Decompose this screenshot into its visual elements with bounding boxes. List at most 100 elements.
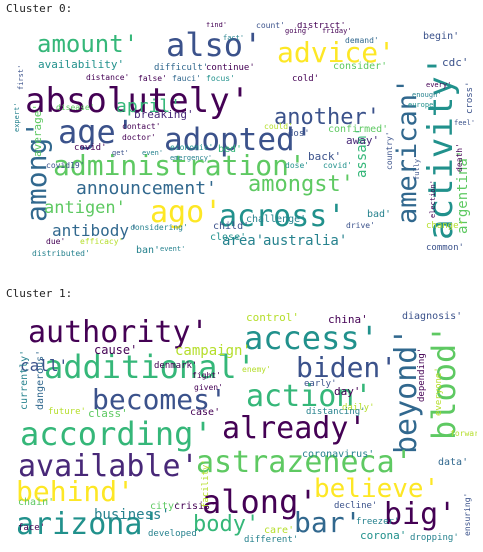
- cloud-word: behind': [16, 475, 135, 508]
- cloud-word: cold': [292, 74, 320, 84]
- cloud-word: difficult': [154, 63, 209, 73]
- cloud-word: going': [285, 27, 311, 35]
- cloud-word: cause': [94, 343, 138, 357]
- cloud-word: across': [219, 199, 346, 234]
- cloud-word: distance': [86, 73, 130, 82]
- cloud-word: access': [244, 319, 379, 357]
- cloud-word: change': [426, 221, 464, 231]
- cloud-word: fact': [223, 34, 245, 42]
- cloud-word: facility': [201, 459, 211, 508]
- cloud-word: area': [222, 233, 265, 249]
- cloud-word: covid19': [46, 161, 85, 170]
- cloud-word: administration': [53, 149, 306, 182]
- cloud-word: find': [206, 22, 228, 29]
- cloud-word: emergency': [170, 154, 213, 162]
- cloud-word: election': [429, 180, 437, 218]
- cloud-word: breaking': [134, 108, 194, 121]
- cloud-word: authority': [28, 315, 209, 350]
- cloud-word: additional': [44, 348, 256, 386]
- cloud-word: false': [138, 74, 167, 83]
- cloud-word: doctor': [122, 133, 156, 142]
- cloud-word: business': [94, 507, 170, 523]
- cloud-word: efficacy': [80, 237, 124, 246]
- cloud-word: care': [264, 525, 295, 536]
- cloud-word: already': [222, 411, 367, 446]
- cloud-word: could': [264, 122, 293, 131]
- cloud-word: district': [297, 22, 346, 31]
- cloud-word: corona': [360, 529, 407, 542]
- cloud-word: distancing': [306, 407, 366, 417]
- cloud-word: first': [17, 64, 25, 90]
- cloud-word: friday': [322, 27, 352, 35]
- cloud-word: event': [160, 245, 186, 253]
- cloud-word: challenge': [246, 214, 307, 225]
- cloud-word: body': [193, 512, 260, 537]
- cloud-word: freezer': [356, 517, 400, 527]
- cluster-1-heading: Cluster 1:: [6, 287, 73, 300]
- cloud-word: dose': [285, 161, 310, 170]
- cloud-word: ensuring': [463, 492, 472, 536]
- cloud-word: biden': [296, 351, 398, 384]
- cluster-0-heading: Cluster 0:: [6, 2, 73, 15]
- cluster-0-wordcloud: absolutely' administration' adopted' also' a…: [10, 22, 477, 258]
- cloud-word: face': [18, 523, 46, 533]
- cloud-word: also': [166, 26, 263, 64]
- cloud-word: decline': [334, 501, 378, 511]
- cloud-word: close': [210, 232, 247, 243]
- cloud-word: daily': [342, 403, 375, 413]
- cloud-word: amongst': [248, 172, 354, 197]
- cloud-word: australia': [263, 233, 348, 249]
- cloud-word: action': [246, 379, 373, 414]
- cloud-word: away': [346, 134, 380, 147]
- cloud-word: future': [48, 407, 86, 417]
- cloud-word: available': [18, 449, 199, 484]
- cloud-word: depending': [417, 347, 427, 402]
- cloud-word: child': [213, 221, 250, 232]
- cloud-word: covid': [323, 161, 352, 170]
- cloud-word: ban': [136, 245, 161, 256]
- cloud-word: big': [384, 497, 457, 532]
- cloud-word: april': [116, 96, 182, 117]
- cloud-word: city': [150, 501, 181, 512]
- cloud-word: common': [426, 243, 464, 253]
- cloud-word: dropping': [410, 533, 459, 543]
- cloud-word: astrazeneca': [196, 445, 413, 480]
- cloud-word: demand': [345, 36, 379, 45]
- cloud-word: enemy': [242, 365, 271, 374]
- cloud-word: fully': [413, 154, 421, 180]
- cloud-word: drive': [346, 221, 375, 230]
- cloud-word: expert': [13, 102, 21, 132]
- cloud-word: coronavirus': [302, 449, 375, 460]
- cloud-word: developed': [148, 529, 203, 539]
- cloud-word: fight': [192, 371, 221, 380]
- cloud-word: announcement': [76, 178, 217, 199]
- cloud-word: class': [88, 407, 128, 420]
- cloud-word: begin': [423, 31, 460, 42]
- cloud-word: ago': [150, 195, 223, 230]
- cloud-word: focus': [206, 74, 235, 83]
- cloud-word: believe': [314, 474, 440, 504]
- cloud-word: bad': [367, 209, 392, 220]
- cloud-word: american': [392, 77, 423, 224]
- cloud-word: confirmed': [328, 124, 389, 135]
- cloud-word: denmark': [154, 361, 198, 371]
- cloud-word: death': [455, 143, 464, 172]
- cloud-word: due': [46, 237, 66, 246]
- cloud-word: china': [328, 313, 368, 326]
- cloud-word: blood': [425, 324, 463, 440]
- cloud-word: cdc': [442, 56, 469, 69]
- cloud-word: average': [31, 104, 44, 157]
- cloud-word: adopted': [164, 122, 314, 158]
- cloud-word: considering': [130, 223, 188, 232]
- cloud-word: early': [304, 379, 337, 389]
- cloud-word: different': [244, 535, 299, 543]
- cloud-word: campaign': [175, 343, 251, 359]
- cloud-word: everyone': [434, 367, 444, 416]
- cloud-word: case': [190, 407, 221, 418]
- cloud-word: amount': [37, 30, 139, 58]
- cloud-word: call': [20, 356, 69, 375]
- cloud-word: antibody': [52, 221, 139, 240]
- cloud-word: along': [202, 483, 318, 521]
- cloud-word: get': [112, 149, 129, 157]
